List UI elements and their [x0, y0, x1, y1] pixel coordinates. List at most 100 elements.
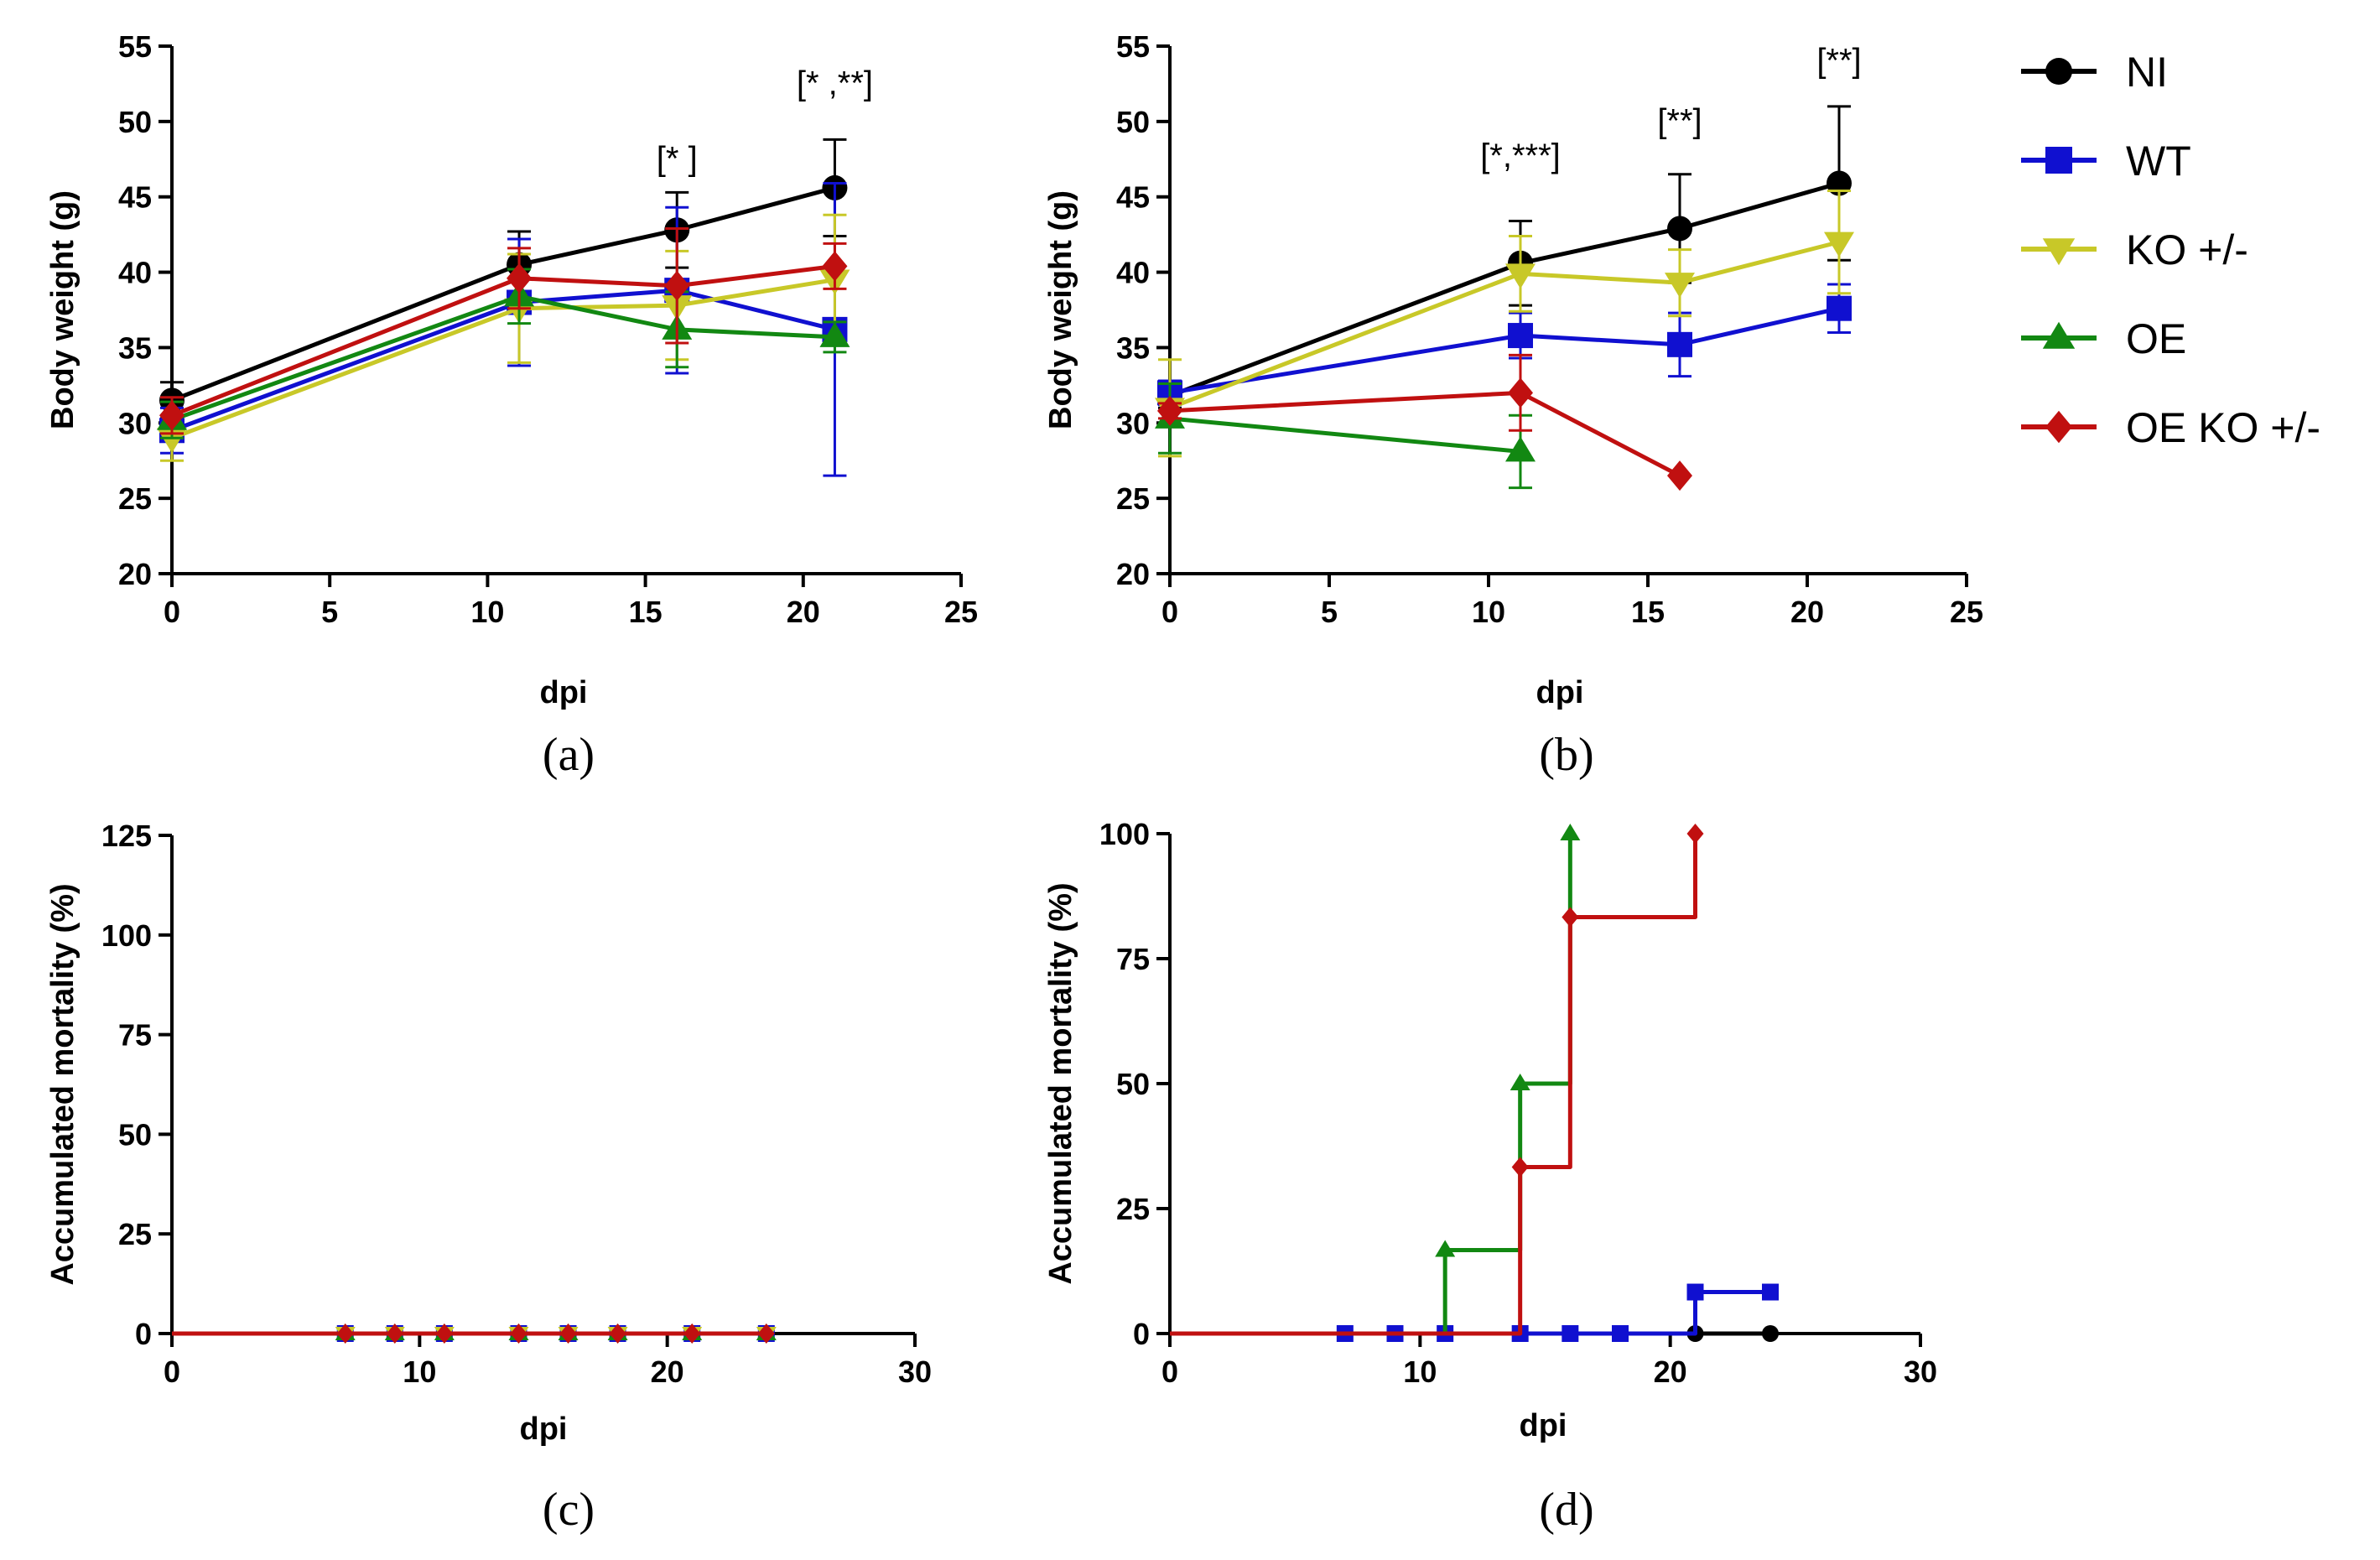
legend-item-oe: OE — [2021, 315, 2186, 362]
y-tick-label: 0 — [135, 1317, 152, 1351]
legend-label: NI — [2126, 49, 2168, 96]
data-point — [435, 1323, 453, 1344]
legend-item-ko-het: KO +/- — [2021, 226, 2248, 273]
legend-marker — [2042, 238, 2076, 266]
data-point — [386, 1323, 403, 1344]
data-point — [1435, 1240, 1456, 1257]
data-point — [507, 263, 533, 294]
data-point — [1505, 436, 1536, 462]
data-point — [757, 1323, 775, 1344]
significance-annotation: [*,***] — [1480, 138, 1561, 174]
legend: NI WT KO +/- OE OE KO +/- — [2021, 49, 2320, 451]
legend-marker — [2045, 58, 2072, 85]
y-tick-label: 75 — [118, 1018, 152, 1053]
y-tick-label: 55 — [118, 29, 152, 64]
x-tick-label: 15 — [629, 595, 663, 629]
data-point — [1612, 1325, 1629, 1342]
legend-item-wt: WT — [2021, 138, 2191, 185]
series-line — [1170, 834, 1697, 1336]
y-tick-label: 25 — [118, 481, 152, 516]
data-point — [683, 1323, 701, 1344]
data-point — [1762, 1325, 1779, 1342]
data-point — [1508, 323, 1533, 349]
series-line — [1169, 181, 1840, 398]
x-tick-label: 20 — [1790, 595, 1824, 629]
series-oe-ko-het — [159, 226, 848, 435]
y-tick-label: 25 — [1116, 481, 1150, 516]
data-point — [510, 1323, 527, 1344]
y-axis-title: Body weight (g) — [1043, 190, 1078, 429]
series-line — [1169, 240, 1840, 410]
series-oe — [1155, 382, 1536, 490]
series-wt — [159, 182, 848, 477]
series-line — [1170, 1290, 1770, 1336]
x-tick-label: 0 — [1161, 1355, 1178, 1389]
legend-label: WT — [2126, 138, 2191, 185]
y-axis-title: Body weight (g) — [45, 190, 81, 429]
data-point — [1157, 395, 1182, 426]
data-point — [609, 1323, 626, 1344]
series-line — [171, 288, 836, 433]
data-point — [1562, 1325, 1579, 1342]
legend-label: KO +/- — [2126, 226, 2248, 273]
x-tick-label: 25 — [944, 595, 978, 629]
series-line — [171, 185, 836, 403]
significance-annotation: [**] — [1816, 43, 1861, 80]
data-point — [159, 400, 184, 431]
series-ko-het — [157, 213, 850, 462]
x-tick-label: 0 — [1161, 595, 1178, 629]
y-axis-title: Accumulated mortality (%) — [1043, 882, 1078, 1284]
y-tick-label: 100 — [101, 918, 152, 953]
y-tick-label: 125 — [101, 819, 152, 853]
x-tick-label: 5 — [1321, 595, 1338, 629]
data-point — [1827, 295, 1852, 321]
significance-annotation: [**] — [1657, 102, 1702, 139]
x-tick-label: 20 — [651, 1355, 684, 1389]
x-tick-label: 0 — [164, 595, 180, 629]
y-tick-label: 75 — [1116, 942, 1150, 976]
y-tick-label: 0 — [1133, 1317, 1150, 1351]
y-tick-label: 35 — [1116, 330, 1150, 365]
x-tick-label: 10 — [403, 1355, 436, 1389]
panel-label: (b) — [1539, 729, 1593, 781]
x-tick-label: 30 — [1904, 1355, 1937, 1389]
data-point — [1665, 273, 1695, 299]
x-tick-label: 30 — [898, 1355, 932, 1389]
y-tick-label: 25 — [1116, 1192, 1150, 1226]
y-tick-label: 50 — [118, 1117, 152, 1152]
chart-panel-1: 20 25 30 35 40 45 50 55 0 5 10 15 20 25 dpi Body weight… — [45, 29, 978, 781]
y-tick-label: 30 — [1116, 406, 1150, 440]
legend-label: OE — [2126, 315, 2186, 362]
data-point — [819, 321, 850, 347]
y-tick-label: 35 — [118, 330, 152, 365]
data-point — [1508, 377, 1533, 408]
series-line — [1170, 834, 1572, 1336]
legend-marker — [2045, 410, 2072, 444]
data-point — [1560, 824, 1581, 840]
y-tick-label: 20 — [118, 557, 152, 591]
y-tick-label: 30 — [118, 406, 152, 440]
legend-marker — [2042, 321, 2076, 349]
x-tick-label: 20 — [1654, 1355, 1687, 1389]
series-line — [1169, 390, 1681, 478]
x-axis-title: dpi — [520, 1412, 568, 1447]
series-line — [171, 294, 835, 423]
y-axis-title: Accumulated mortality (%) — [45, 883, 81, 1285]
panel-label: (c) — [543, 1484, 595, 1536]
series-line — [1169, 306, 1840, 395]
data-point — [1667, 216, 1692, 242]
data-point — [1510, 1074, 1530, 1090]
legend-item-oe-ko-het: OE KO +/- — [2021, 404, 2320, 451]
panel-label: (a) — [543, 729, 595, 781]
series-wt — [1157, 283, 1852, 407]
significance-annotation: [* ,**] — [797, 65, 873, 102]
data-point — [1505, 263, 1536, 289]
series-oe-ko-het — [1170, 824, 1704, 1336]
significance-annotation: [* ] — [657, 140, 698, 177]
data-point — [822, 251, 848, 282]
series-ko-het — [1155, 190, 1854, 458]
x-tick-label: 0 — [164, 1355, 180, 1389]
x-axis-title: dpi — [1536, 675, 1584, 710]
data-point — [1511, 1157, 1529, 1178]
